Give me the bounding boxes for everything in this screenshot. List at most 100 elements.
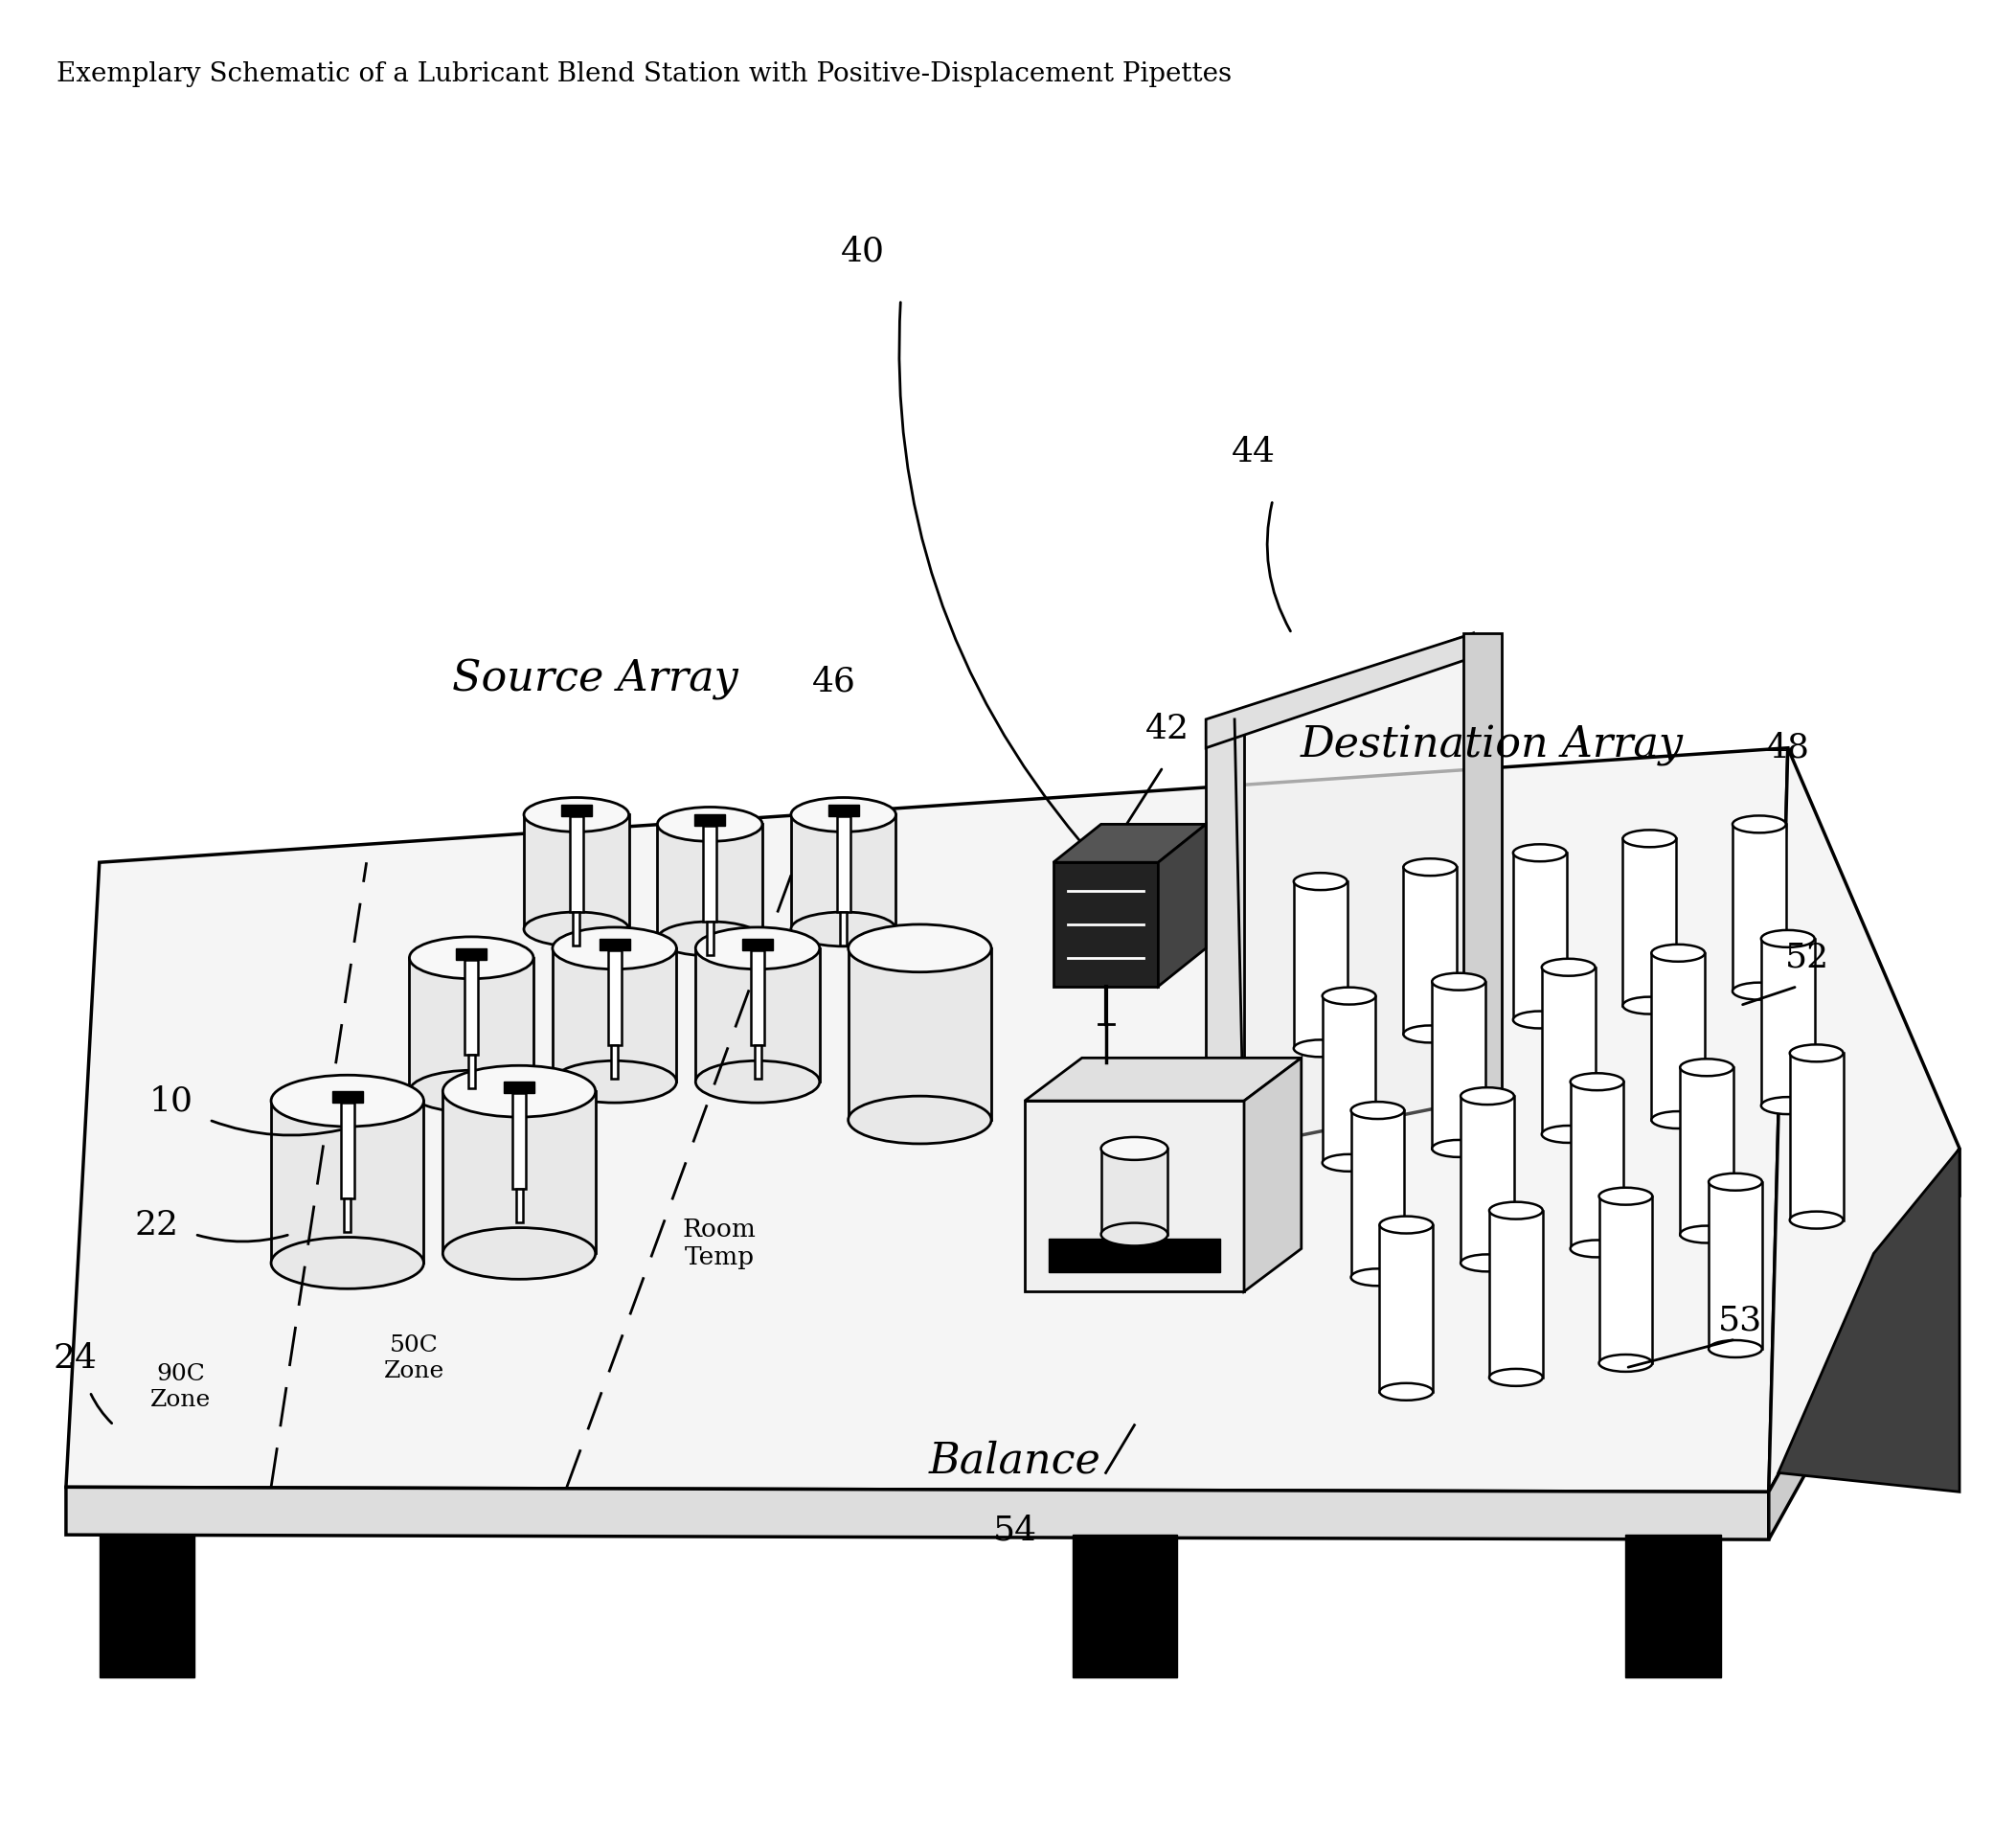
- Polygon shape: [706, 921, 714, 955]
- Polygon shape: [504, 1081, 534, 1094]
- Ellipse shape: [1790, 1212, 1843, 1229]
- Polygon shape: [829, 806, 859, 817]
- Text: 42: 42: [1145, 713, 1189, 746]
- Ellipse shape: [1710, 1174, 1762, 1190]
- Text: 46: 46: [812, 665, 857, 698]
- Polygon shape: [552, 948, 677, 1081]
- Polygon shape: [1294, 882, 1347, 1048]
- Polygon shape: [1623, 839, 1675, 1006]
- Polygon shape: [1234, 633, 1474, 1148]
- Ellipse shape: [696, 1061, 821, 1103]
- Polygon shape: [599, 939, 629, 950]
- Text: 48: 48: [1766, 731, 1810, 764]
- Text: Exemplary Schematic of a Lubricant Blend Station with Positive-Displacement Pipe: Exemplary Schematic of a Lubricant Blend…: [56, 62, 1232, 88]
- Polygon shape: [345, 1198, 351, 1232]
- Polygon shape: [609, 950, 621, 1046]
- Polygon shape: [1206, 633, 1474, 747]
- Ellipse shape: [409, 937, 534, 979]
- Ellipse shape: [1542, 1125, 1595, 1143]
- Polygon shape: [841, 912, 847, 946]
- Ellipse shape: [696, 928, 821, 970]
- Ellipse shape: [1710, 1340, 1762, 1358]
- Ellipse shape: [1651, 1112, 1706, 1128]
- Ellipse shape: [1651, 944, 1706, 961]
- Polygon shape: [512, 1094, 526, 1189]
- Polygon shape: [837, 817, 851, 912]
- Text: Room
Temp: Room Temp: [683, 1218, 756, 1271]
- Polygon shape: [270, 1101, 423, 1263]
- Polygon shape: [1790, 1054, 1843, 1220]
- Ellipse shape: [1762, 1097, 1814, 1114]
- Polygon shape: [1490, 1210, 1542, 1378]
- Ellipse shape: [552, 1061, 677, 1103]
- Polygon shape: [1570, 1081, 1623, 1249]
- Ellipse shape: [657, 921, 762, 955]
- Ellipse shape: [1570, 1240, 1623, 1258]
- Polygon shape: [99, 1535, 196, 1677]
- Polygon shape: [1206, 729, 1244, 1158]
- Ellipse shape: [1431, 1139, 1486, 1158]
- Ellipse shape: [1490, 1369, 1542, 1385]
- Polygon shape: [1625, 1535, 1722, 1677]
- Polygon shape: [1462, 1096, 1514, 1263]
- Polygon shape: [444, 1092, 595, 1254]
- Polygon shape: [1710, 1181, 1762, 1349]
- Polygon shape: [341, 1103, 355, 1198]
- Polygon shape: [790, 815, 895, 930]
- Ellipse shape: [270, 1238, 423, 1289]
- Ellipse shape: [790, 797, 895, 831]
- Ellipse shape: [849, 924, 992, 972]
- Polygon shape: [1679, 1068, 1734, 1234]
- Ellipse shape: [1322, 988, 1375, 1004]
- Polygon shape: [1732, 824, 1786, 992]
- Ellipse shape: [1294, 1039, 1347, 1057]
- Text: 90C
Zone: 90C Zone: [149, 1364, 212, 1411]
- Polygon shape: [750, 950, 764, 1046]
- Ellipse shape: [1462, 1254, 1514, 1272]
- Ellipse shape: [1351, 1101, 1405, 1119]
- Polygon shape: [1322, 995, 1375, 1163]
- Ellipse shape: [1101, 1223, 1167, 1245]
- Polygon shape: [657, 824, 762, 939]
- Ellipse shape: [1732, 815, 1786, 833]
- Polygon shape: [573, 912, 581, 946]
- Polygon shape: [1052, 824, 1206, 862]
- Polygon shape: [1244, 1057, 1302, 1291]
- Polygon shape: [1073, 1535, 1177, 1677]
- Ellipse shape: [1623, 829, 1675, 848]
- Ellipse shape: [1623, 997, 1675, 1014]
- Text: 54: 54: [994, 1513, 1038, 1546]
- Ellipse shape: [1101, 1138, 1167, 1159]
- Ellipse shape: [409, 1070, 534, 1112]
- Ellipse shape: [1490, 1201, 1542, 1220]
- Ellipse shape: [1599, 1187, 1653, 1205]
- Polygon shape: [1431, 981, 1486, 1148]
- Polygon shape: [611, 1046, 617, 1079]
- Polygon shape: [1514, 853, 1566, 1019]
- Polygon shape: [696, 948, 821, 1081]
- Polygon shape: [696, 815, 726, 826]
- Polygon shape: [67, 1488, 1768, 1540]
- Ellipse shape: [1351, 1269, 1405, 1285]
- Polygon shape: [1599, 1196, 1653, 1364]
- Ellipse shape: [1762, 930, 1814, 948]
- Polygon shape: [1768, 1148, 1960, 1540]
- Polygon shape: [704, 826, 716, 921]
- Ellipse shape: [1379, 1216, 1433, 1234]
- Polygon shape: [1024, 1057, 1302, 1101]
- Polygon shape: [742, 939, 772, 950]
- Ellipse shape: [1514, 1012, 1566, 1028]
- Ellipse shape: [849, 1096, 992, 1143]
- Polygon shape: [1351, 1110, 1405, 1278]
- Polygon shape: [456, 948, 486, 959]
- Polygon shape: [1379, 1225, 1433, 1391]
- Ellipse shape: [1322, 1154, 1375, 1172]
- Text: 10: 10: [149, 1085, 194, 1117]
- Polygon shape: [1778, 1148, 1960, 1491]
- Text: Destination Array: Destination Array: [1300, 726, 1683, 766]
- Ellipse shape: [1431, 973, 1486, 990]
- Ellipse shape: [1790, 1045, 1843, 1061]
- Polygon shape: [560, 806, 591, 817]
- Text: 24: 24: [54, 1342, 97, 1375]
- Text: 52: 52: [1784, 941, 1829, 973]
